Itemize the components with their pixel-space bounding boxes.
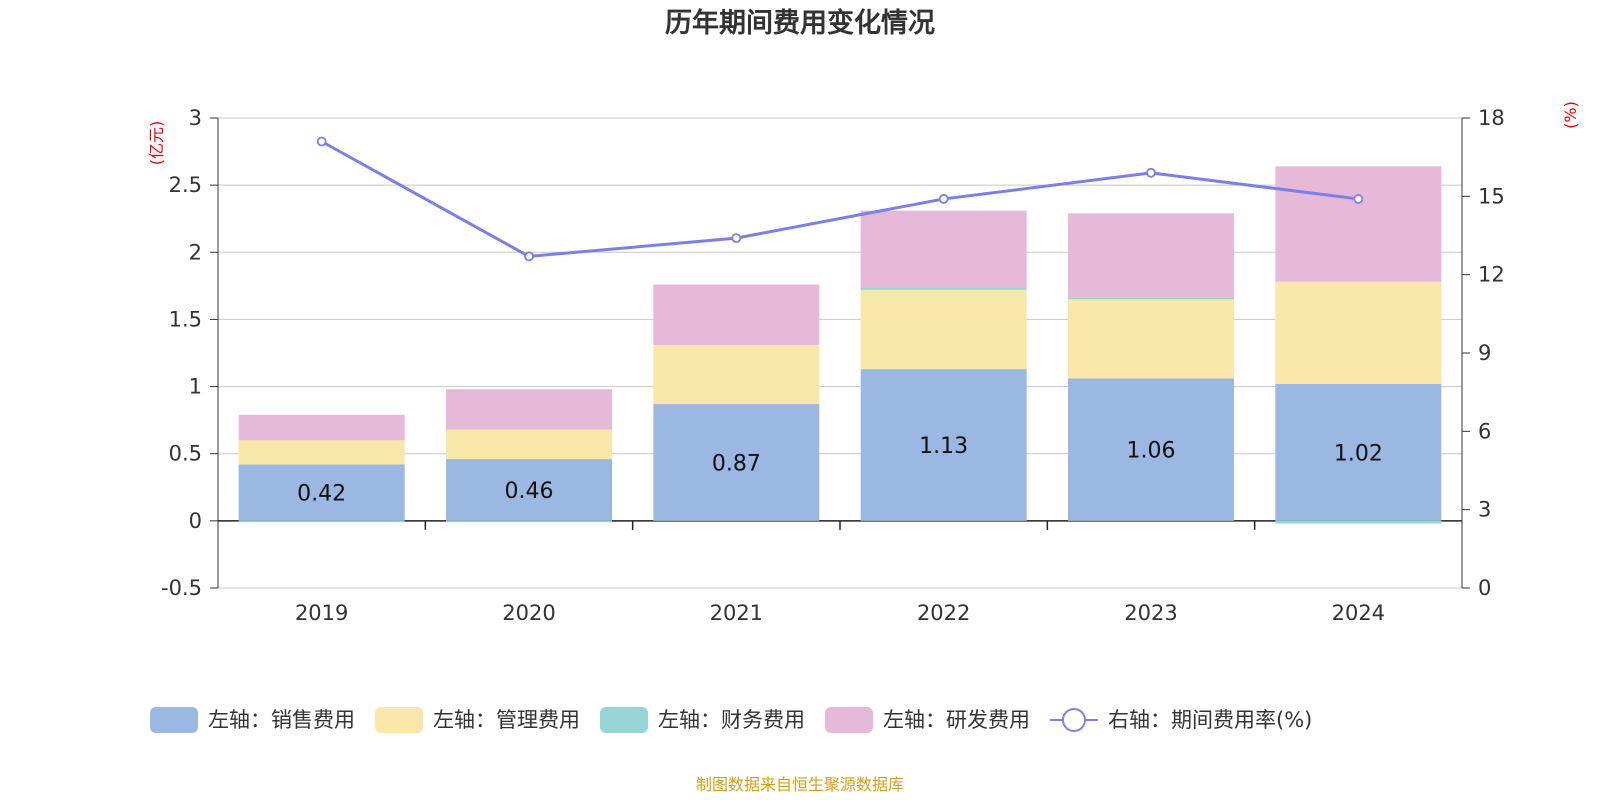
right-axis-unit: (%) [1561,101,1580,129]
bar-segment [446,459,612,521]
right-tick-label: 18 [1478,106,1505,130]
bar-data-label: 1.06 [1127,439,1176,464]
bar-data-label: 0.46 [505,479,554,504]
legend-swatch [375,707,423,733]
bar-data-label: 0.42 [297,482,346,507]
legend-swatch [150,707,198,733]
left-tick-label: -0.5 [161,576,202,600]
bar-segment [1068,213,1234,298]
bar-segment [653,284,820,345]
left-tick-label: 2.5 [169,173,202,197]
chart-title: 历年期间费用变化情况 [665,7,935,39]
bar-segment [860,287,1027,290]
category-label: 2024 [1332,601,1385,625]
bar-segment [1275,166,1442,282]
rate-point [1146,167,1156,178]
right-tick-label: 6 [1478,419,1491,443]
legend-label: 右轴：期间费用率(%) [1108,708,1312,732]
bar-segment [1275,520,1442,524]
category-label: 2020 [502,601,555,625]
legend-label: 左轴：管理费用 [433,708,580,732]
bar-segment [446,429,612,460]
rate-point [524,251,534,262]
right-tick-label: 15 [1478,184,1505,208]
rate-point [316,136,327,147]
bar-segment [1275,281,1442,384]
legend-swatch [825,707,873,733]
bar-segment [446,520,612,523]
legend-label: 左轴：财务费用 [658,708,805,732]
category-label: 2023 [1124,601,1177,625]
category-label: 2022 [917,601,970,625]
source-note: 制图数据来自恒生聚源数据库 [696,775,904,794]
bar-segment [1068,378,1234,521]
left-axis-unit: (亿元) [147,121,166,166]
bar-segment [860,289,1027,370]
rate-line [320,140,1359,258]
bar-data-label: 0.87 [712,451,761,476]
bar-segment [446,389,612,430]
axes: -0.5 0 0.5 1 1.5 2 2.5 3 0 3 6 9 12 15 18 (亿元) (%) 2019 20… [147,101,1580,625]
bar-segment [238,440,405,465]
right-tick-label: 9 [1478,341,1491,365]
bar-data-label: 1.13 [919,434,968,459]
left-tick-label: 1 [189,375,202,399]
bar-segment [238,520,405,523]
right-tick-label: 12 [1478,263,1505,287]
legend: 左轴：销售费用 左轴：管理费用 左轴：财务费用 左轴：研发费用 右轴：期间费用率(%) [150,707,1312,733]
legend-label: 左轴：研发费用 [883,708,1030,732]
left-tick-label: 1.5 [169,307,202,331]
category-label: 2021 [710,601,763,625]
bar-data-label: 1.02 [1334,441,1383,466]
category-label: 2019 [295,601,348,625]
bar-segment [860,369,1027,521]
bar-series [238,166,1442,524]
line-series [316,136,1364,262]
data-labels: 0.42 0.46 0.87 1.13 1.06 1.02 [297,434,1383,507]
right-tick-label: 3 [1478,498,1491,522]
bar-segment [653,404,820,521]
rate-point [938,194,949,204]
bar-segment [653,344,820,405]
legend-label: 左轴：销售费用 [208,708,355,732]
right-tick-label: 0 [1478,576,1491,600]
left-tick-label: 3 [189,106,202,130]
legend-marker [1062,708,1086,732]
left-tick-label: 0 [189,509,202,533]
bar-segment [238,414,405,441]
left-tick-label: 2 [189,240,202,264]
rate-point [731,233,742,244]
legend-swatch [600,707,648,733]
bar-segment [1068,299,1234,379]
bar-segment [238,464,405,521]
bar-segment [1275,383,1442,521]
left-tick-label: 0.5 [169,442,202,466]
bar-segment [860,210,1027,288]
rate-point [1353,194,1364,204]
bar-segment [1068,297,1234,300]
